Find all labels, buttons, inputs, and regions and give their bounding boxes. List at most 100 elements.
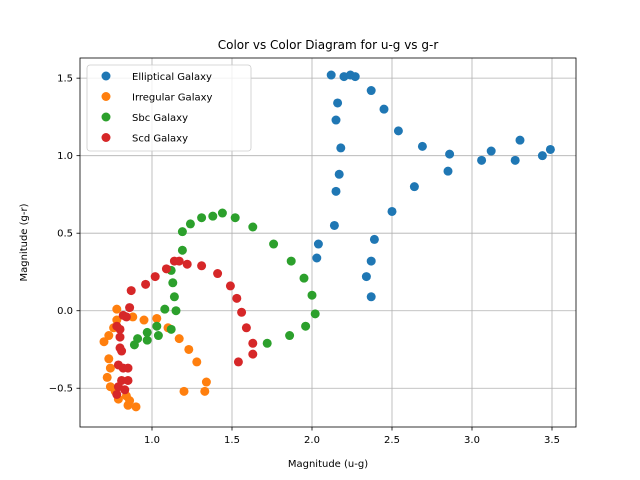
data-point <box>197 213 207 223</box>
data-point <box>232 293 242 303</box>
y-axis-ticks: −0.5 0.0 0.5 1.0 1.5 <box>49 74 80 395</box>
y-tick-label: 0.0 <box>57 306 73 317</box>
y-tick-label: −0.5 <box>49 384 73 395</box>
data-point <box>331 115 341 125</box>
legend-marker <box>101 112 111 122</box>
data-point <box>486 146 496 156</box>
data-point <box>200 386 210 396</box>
plot-frame <box>79 57 577 428</box>
data-point <box>185 219 195 229</box>
y-axis-label: Magnitude (g-r) <box>19 203 30 281</box>
data-point <box>131 402 141 412</box>
data-point <box>105 363 115 373</box>
data-point <box>379 104 389 114</box>
data-point <box>208 211 218 221</box>
data-point <box>174 256 184 266</box>
legend-item: Elliptical Galaxy <box>101 71 212 83</box>
data-point <box>125 303 135 313</box>
data-point <box>545 144 555 154</box>
data-point <box>126 286 136 296</box>
data-point <box>179 386 189 396</box>
data-point <box>128 312 138 322</box>
series-sbc-galaxy <box>129 208 320 350</box>
legend-item: Sbc Galaxy <box>101 112 188 124</box>
data-point <box>248 349 258 359</box>
data-point <box>269 239 279 249</box>
legend-label: Irregular Galaxy <box>132 93 213 104</box>
data-point <box>233 357 243 367</box>
data-point <box>169 292 179 302</box>
data-point <box>248 222 258 232</box>
data-point <box>326 70 336 80</box>
data-point <box>115 324 125 334</box>
legend-box <box>86 64 252 152</box>
data-point <box>123 363 133 373</box>
data-point <box>369 234 379 244</box>
data-point <box>121 312 131 322</box>
data-point <box>217 208 227 218</box>
data-point <box>333 98 343 108</box>
data-point <box>313 239 323 249</box>
data-point <box>104 331 114 341</box>
data-point <box>129 340 139 350</box>
data-point <box>248 338 258 348</box>
data-point <box>139 315 149 325</box>
data-point <box>125 396 135 406</box>
data-point <box>312 253 322 263</box>
data-point <box>393 126 403 136</box>
data-point <box>177 245 187 255</box>
data-point <box>160 304 170 314</box>
data-point <box>286 256 296 266</box>
legend-label: Sbc Galaxy <box>132 113 188 124</box>
x-tick-label: 2.5 <box>384 435 400 446</box>
data-point <box>152 321 162 331</box>
data-point <box>115 332 125 342</box>
data-point <box>112 315 122 325</box>
data-point <box>310 309 320 319</box>
data-point <box>142 327 152 337</box>
x-tick-label: 3.5 <box>544 435 560 446</box>
data-point <box>477 155 487 165</box>
data-point <box>299 273 309 283</box>
data-point <box>213 269 223 279</box>
x-tick-label: 1.0 <box>144 435 160 446</box>
data-point <box>166 324 176 334</box>
data-point <box>123 375 133 385</box>
x-tick-label: 1.5 <box>224 435 240 446</box>
chart-title: Color vs Color Diagram for u-g vs g-r <box>218 38 439 52</box>
x-tick-label: 2.0 <box>304 435 320 446</box>
data-point <box>301 321 311 331</box>
data-point <box>150 272 160 282</box>
data-point <box>237 307 247 317</box>
x-axis-label: Magnitude (u-g) <box>288 459 368 470</box>
data-point <box>142 335 152 345</box>
y-tick-label: 0.5 <box>57 229 73 240</box>
data-point <box>201 377 211 387</box>
data-point <box>366 86 376 96</box>
data-point <box>329 220 339 230</box>
legend-marker <box>101 71 111 81</box>
data-point <box>387 206 397 216</box>
legend-marker <box>101 92 111 101</box>
data-point <box>152 313 162 323</box>
data-point <box>510 155 520 165</box>
data-point <box>177 227 187 237</box>
data-point <box>350 72 360 82</box>
data-point <box>537 151 547 161</box>
data-point <box>117 346 127 356</box>
data-point <box>225 281 235 291</box>
data-point <box>192 357 202 367</box>
data-point <box>443 166 453 176</box>
data-point <box>102 372 112 382</box>
data-point <box>184 344 194 354</box>
data-point <box>366 292 376 302</box>
data-point <box>366 256 376 266</box>
y-tick-label: 1.0 <box>57 151 73 162</box>
data-point <box>409 182 419 192</box>
legend-marker <box>101 133 111 142</box>
legend-label: Scd Galaxy <box>132 134 188 145</box>
data-point <box>445 149 455 159</box>
data-point <box>120 385 130 395</box>
y-tick-label: 1.5 <box>57 74 73 85</box>
